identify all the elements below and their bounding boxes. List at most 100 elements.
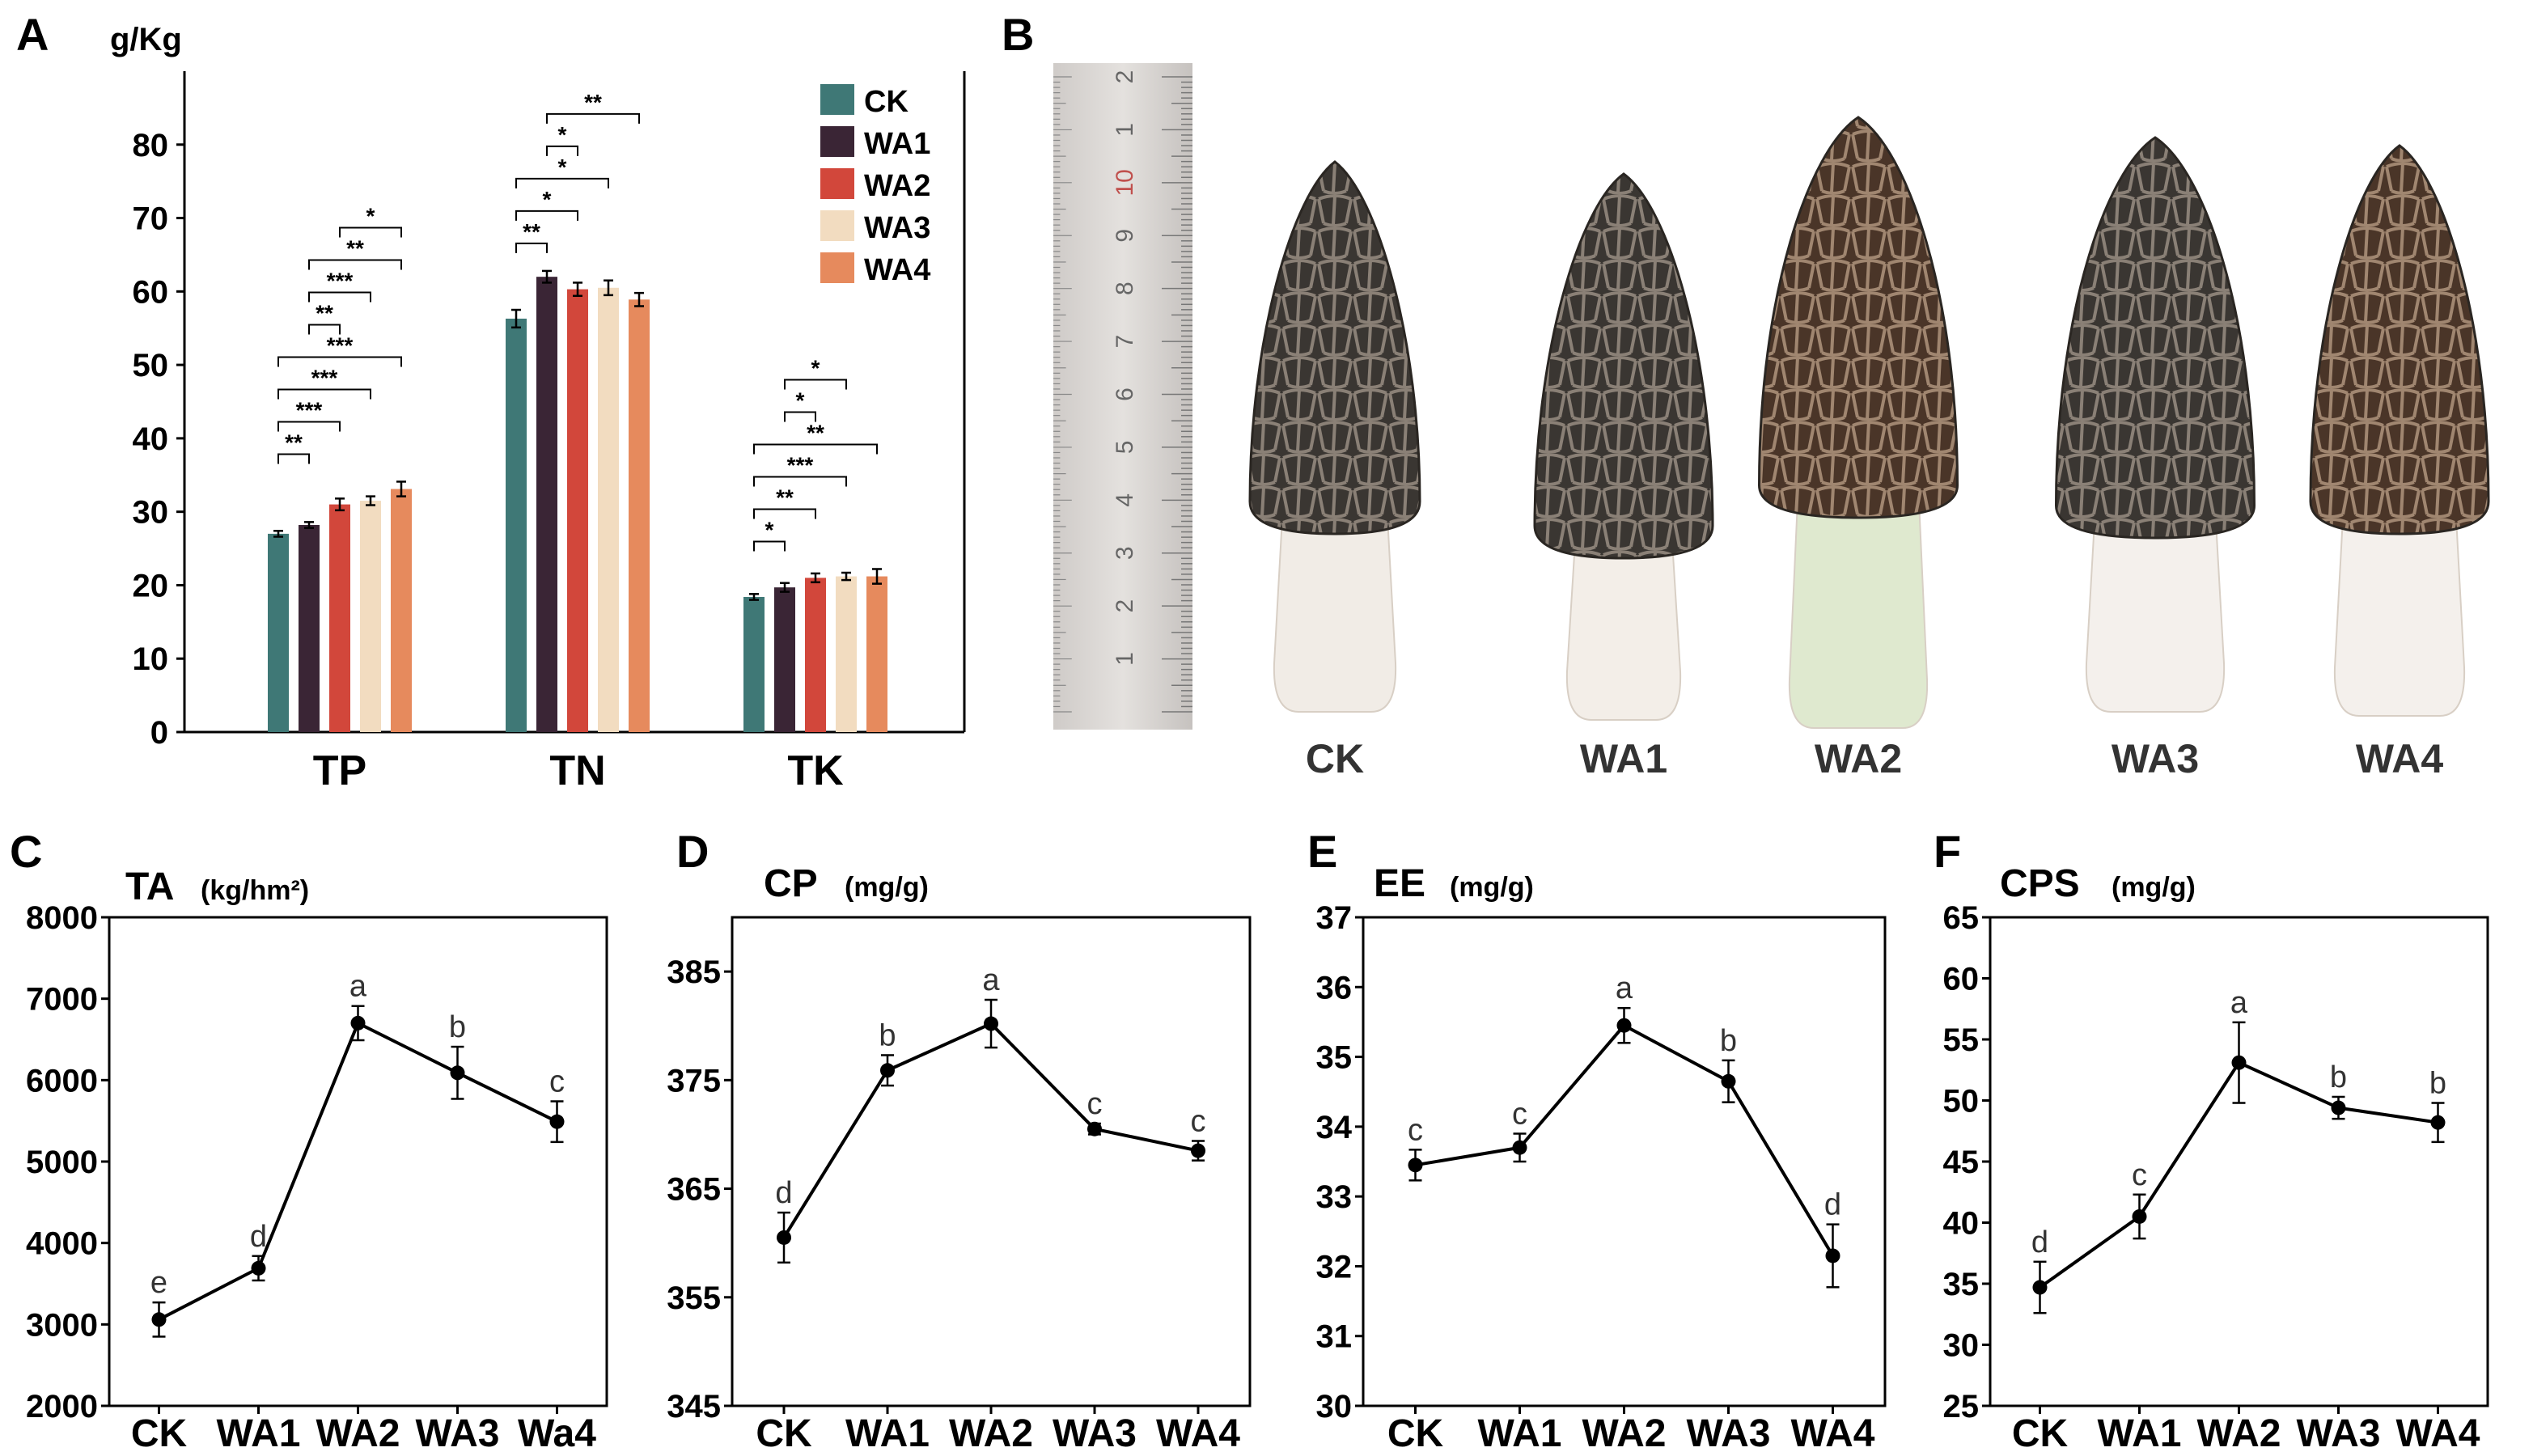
significance-bracket	[753, 476, 847, 487]
significance-bracket	[277, 453, 310, 464]
ruler-number: 9	[1112, 229, 1138, 243]
photo-label-wa1: WA1	[1580, 736, 1667, 781]
data-point	[2132, 1208, 2147, 1224]
data-point	[1191, 1143, 1205, 1158]
ruler-number: 3	[1112, 546, 1138, 560]
y-tick-label: 35	[1943, 1267, 1980, 1302]
x-tick-label: Wa4	[518, 1412, 596, 1455]
x-tick-label: WA1	[1477, 1412, 1561, 1455]
morel-stem	[1788, 501, 1929, 729]
ruler-number: 5	[1112, 441, 1138, 455]
legend-label-wa2: WA2	[864, 169, 930, 203]
y-tick-label: 50	[1943, 1084, 1980, 1120]
ruler-number: 7	[1112, 335, 1138, 349]
x-tick-label: CK	[131, 1412, 188, 1455]
bar-tk-wa2	[805, 578, 826, 732]
bar-tn-ck	[506, 318, 527, 732]
legend-label-ck: CK	[864, 85, 909, 119]
y-tick-label: 36	[1316, 970, 1353, 1005]
significance-label: *	[366, 203, 375, 228]
x-tick-label: WA1	[845, 1412, 930, 1455]
data-point	[549, 1114, 565, 1129]
significance-letter: c	[1512, 1097, 1527, 1131]
significance-letter: d	[2031, 1225, 2048, 1259]
significance-bracket	[753, 443, 878, 455]
morel-photo-panel: 1 2 3 4 5 6 7 8 9 10 1 2 CK WA1 WA2 WA3 WA4	[1053, 63, 2490, 781]
x-tick-label: WA2	[1582, 1412, 1666, 1455]
group-label-tk: TK	[787, 747, 844, 794]
group-label-tp: TP	[313, 747, 366, 794]
morel-cap	[1248, 160, 1421, 535]
significance-bracket	[515, 177, 609, 188]
data-point	[880, 1063, 895, 1078]
y-tick-label: 40	[133, 421, 169, 457]
y-tick-label: 30	[1316, 1389, 1353, 1424]
series-line	[1415, 1023, 1835, 1257]
panel-label-b: B	[1002, 9, 1034, 60]
y-tick-label: 345	[667, 1389, 721, 1424]
line-chart-cp: CP (mg/g) 345 355 365 375 385 d CK b WA1 a WA2 c WA3…	[667, 862, 1252, 1455]
y-tick-label: 355	[667, 1280, 721, 1316]
significance-bracket	[784, 379, 847, 390]
significance-bracket	[753, 540, 786, 552]
significance-label: *	[558, 122, 567, 147]
significance-label: **	[285, 430, 303, 455]
y-tick-label: 55	[1943, 1022, 1980, 1058]
significance-label: **	[584, 90, 602, 115]
bar-tp-ck	[268, 533, 289, 732]
panel-label-e: E	[1307, 826, 1337, 877]
morel-cap	[1533, 172, 1714, 560]
data-point	[450, 1065, 465, 1081]
x-tick-label: WA2	[2196, 1412, 2281, 1455]
ruler-number: 10	[1112, 169, 1138, 196]
y-tick-label: 365	[667, 1172, 721, 1208]
significance-bracket	[515, 242, 548, 253]
panel-label-c: C	[10, 826, 42, 877]
data-point	[1616, 1018, 1632, 1033]
significance-letter: d	[1824, 1188, 1841, 1222]
x-tick-label: WA3	[415, 1412, 499, 1455]
significance-bracket	[308, 259, 402, 270]
significance-letter: b	[449, 1010, 466, 1044]
y-tick-label: 33	[1316, 1179, 1353, 1215]
significance-letter: a	[2230, 986, 2248, 1020]
y-tick-label: 7000	[26, 982, 98, 1018]
data-point	[984, 1016, 998, 1031]
ruler-number: 1	[1112, 652, 1138, 666]
y-tick-label: 25	[1943, 1389, 1980, 1424]
morel-cap	[2309, 144, 2490, 535]
morel-wa2	[1757, 116, 1959, 729]
y-tick-label: 50	[133, 348, 169, 383]
y-tick-label: 70	[133, 201, 169, 237]
significance-letter: c	[2132, 1158, 2147, 1192]
bar-tp-wa3	[360, 501, 381, 732]
legend-swatch-wa3	[820, 210, 854, 241]
y-tick-label: 45	[1943, 1145, 1980, 1180]
ruler-number: 6	[1112, 387, 1138, 401]
ruler	[1053, 63, 1192, 730]
bar-tn-wa1	[536, 277, 557, 733]
significance-bracket	[784, 411, 816, 422]
chart-title-cp: CP	[764, 862, 818, 905]
series-line	[782, 1022, 1199, 1239]
x-tick-label: WA1	[216, 1412, 300, 1455]
morel-specimens	[1248, 116, 2490, 729]
x-tick-label: CK	[756, 1412, 812, 1455]
morel-stem	[1565, 541, 1682, 721]
data-point	[1721, 1073, 1736, 1089]
y-tick-label: 30	[1943, 1328, 1980, 1364]
significance-letter: c	[549, 1065, 565, 1099]
photo-label-wa4: WA4	[2356, 736, 2444, 781]
significance-letter: a	[349, 970, 367, 1004]
y-tick-label: 60	[133, 274, 169, 310]
ruler-number: 2	[1112, 599, 1138, 613]
legend-label-wa1: WA1	[864, 127, 930, 161]
significance-letter: b	[2429, 1067, 2446, 1101]
y-tick-label: 6000	[26, 1063, 98, 1098]
morel-cap	[2054, 136, 2256, 540]
bar-tk-wa4	[866, 576, 887, 732]
x-tick-label: WA3	[1053, 1412, 1137, 1455]
significance-bracket	[515, 210, 578, 221]
legend-swatch-wa2	[820, 168, 854, 199]
series-line	[158, 1021, 558, 1322]
